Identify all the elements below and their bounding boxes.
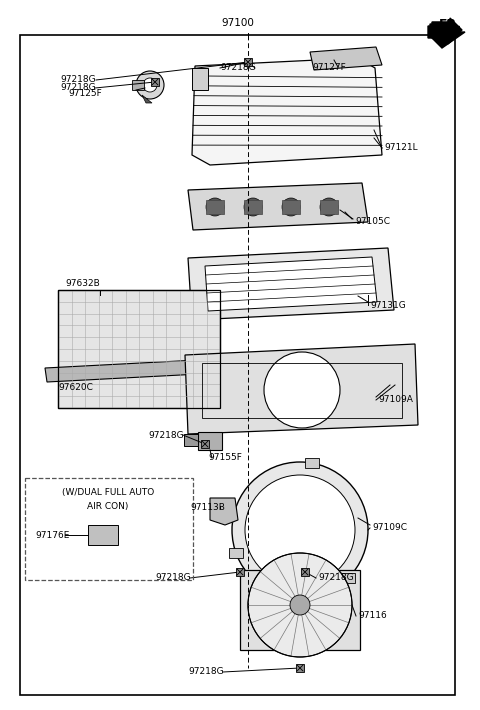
FancyBboxPatch shape — [206, 200, 224, 214]
FancyBboxPatch shape — [236, 568, 244, 576]
Circle shape — [290, 595, 310, 615]
Text: 97632B: 97632B — [65, 278, 100, 288]
Text: FR.: FR. — [439, 18, 462, 31]
Text: AIR CON): AIR CON) — [87, 503, 129, 511]
Text: 97113B: 97113B — [190, 503, 225, 513]
FancyBboxPatch shape — [184, 434, 198, 446]
FancyBboxPatch shape — [201, 440, 209, 448]
Text: 97127F: 97127F — [312, 63, 346, 72]
FancyBboxPatch shape — [132, 80, 144, 90]
Circle shape — [264, 352, 340, 428]
Text: 97125F: 97125F — [68, 89, 102, 97]
Text: 97176E: 97176E — [35, 530, 70, 540]
FancyBboxPatch shape — [229, 548, 243, 558]
Circle shape — [282, 198, 300, 216]
Text: 97218G: 97218G — [60, 84, 96, 92]
Polygon shape — [210, 498, 238, 525]
Polygon shape — [188, 183, 368, 230]
Text: 97155F: 97155F — [208, 454, 242, 462]
FancyBboxPatch shape — [20, 35, 455, 695]
Text: 97100: 97100 — [222, 18, 254, 28]
FancyBboxPatch shape — [341, 573, 355, 583]
Text: 97109A: 97109A — [378, 395, 413, 405]
Text: 97218G: 97218G — [318, 574, 354, 582]
FancyBboxPatch shape — [301, 568, 309, 576]
Circle shape — [206, 198, 224, 216]
Text: 97218G: 97218G — [220, 63, 256, 72]
Text: 97105C: 97105C — [355, 217, 390, 226]
Text: 97218G: 97218G — [155, 574, 191, 582]
FancyBboxPatch shape — [58, 290, 220, 408]
Text: 97121L: 97121L — [384, 143, 418, 153]
Circle shape — [248, 553, 352, 657]
Circle shape — [320, 198, 338, 216]
Text: (W/DUAL FULL AUTO: (W/DUAL FULL AUTO — [62, 488, 154, 498]
Polygon shape — [192, 68, 208, 90]
FancyBboxPatch shape — [88, 525, 118, 545]
Circle shape — [245, 475, 355, 585]
Polygon shape — [205, 257, 377, 311]
Text: 97218G: 97218G — [60, 75, 96, 84]
FancyBboxPatch shape — [282, 200, 300, 214]
Text: 97218G: 97218G — [188, 667, 224, 677]
Circle shape — [232, 462, 368, 598]
Polygon shape — [432, 22, 452, 38]
FancyBboxPatch shape — [305, 458, 319, 468]
Circle shape — [143, 78, 157, 92]
Polygon shape — [310, 47, 382, 70]
FancyBboxPatch shape — [240, 570, 360, 650]
Text: 97218G: 97218G — [148, 430, 184, 439]
Text: 97116: 97116 — [358, 611, 387, 621]
Polygon shape — [428, 20, 460, 44]
FancyBboxPatch shape — [320, 200, 338, 214]
Polygon shape — [188, 248, 394, 320]
Text: 97109C: 97109C — [372, 523, 407, 532]
Polygon shape — [185, 344, 418, 434]
Polygon shape — [142, 95, 152, 103]
Text: 97131G: 97131G — [370, 300, 406, 310]
FancyBboxPatch shape — [151, 78, 159, 86]
FancyBboxPatch shape — [244, 200, 262, 214]
FancyBboxPatch shape — [296, 664, 304, 672]
Polygon shape — [430, 18, 462, 42]
Polygon shape — [45, 360, 200, 382]
Circle shape — [244, 198, 262, 216]
FancyBboxPatch shape — [244, 58, 252, 66]
Polygon shape — [432, 22, 465, 48]
FancyBboxPatch shape — [198, 432, 222, 450]
Polygon shape — [192, 58, 382, 165]
Circle shape — [136, 71, 164, 99]
Text: 97620C: 97620C — [58, 383, 93, 393]
